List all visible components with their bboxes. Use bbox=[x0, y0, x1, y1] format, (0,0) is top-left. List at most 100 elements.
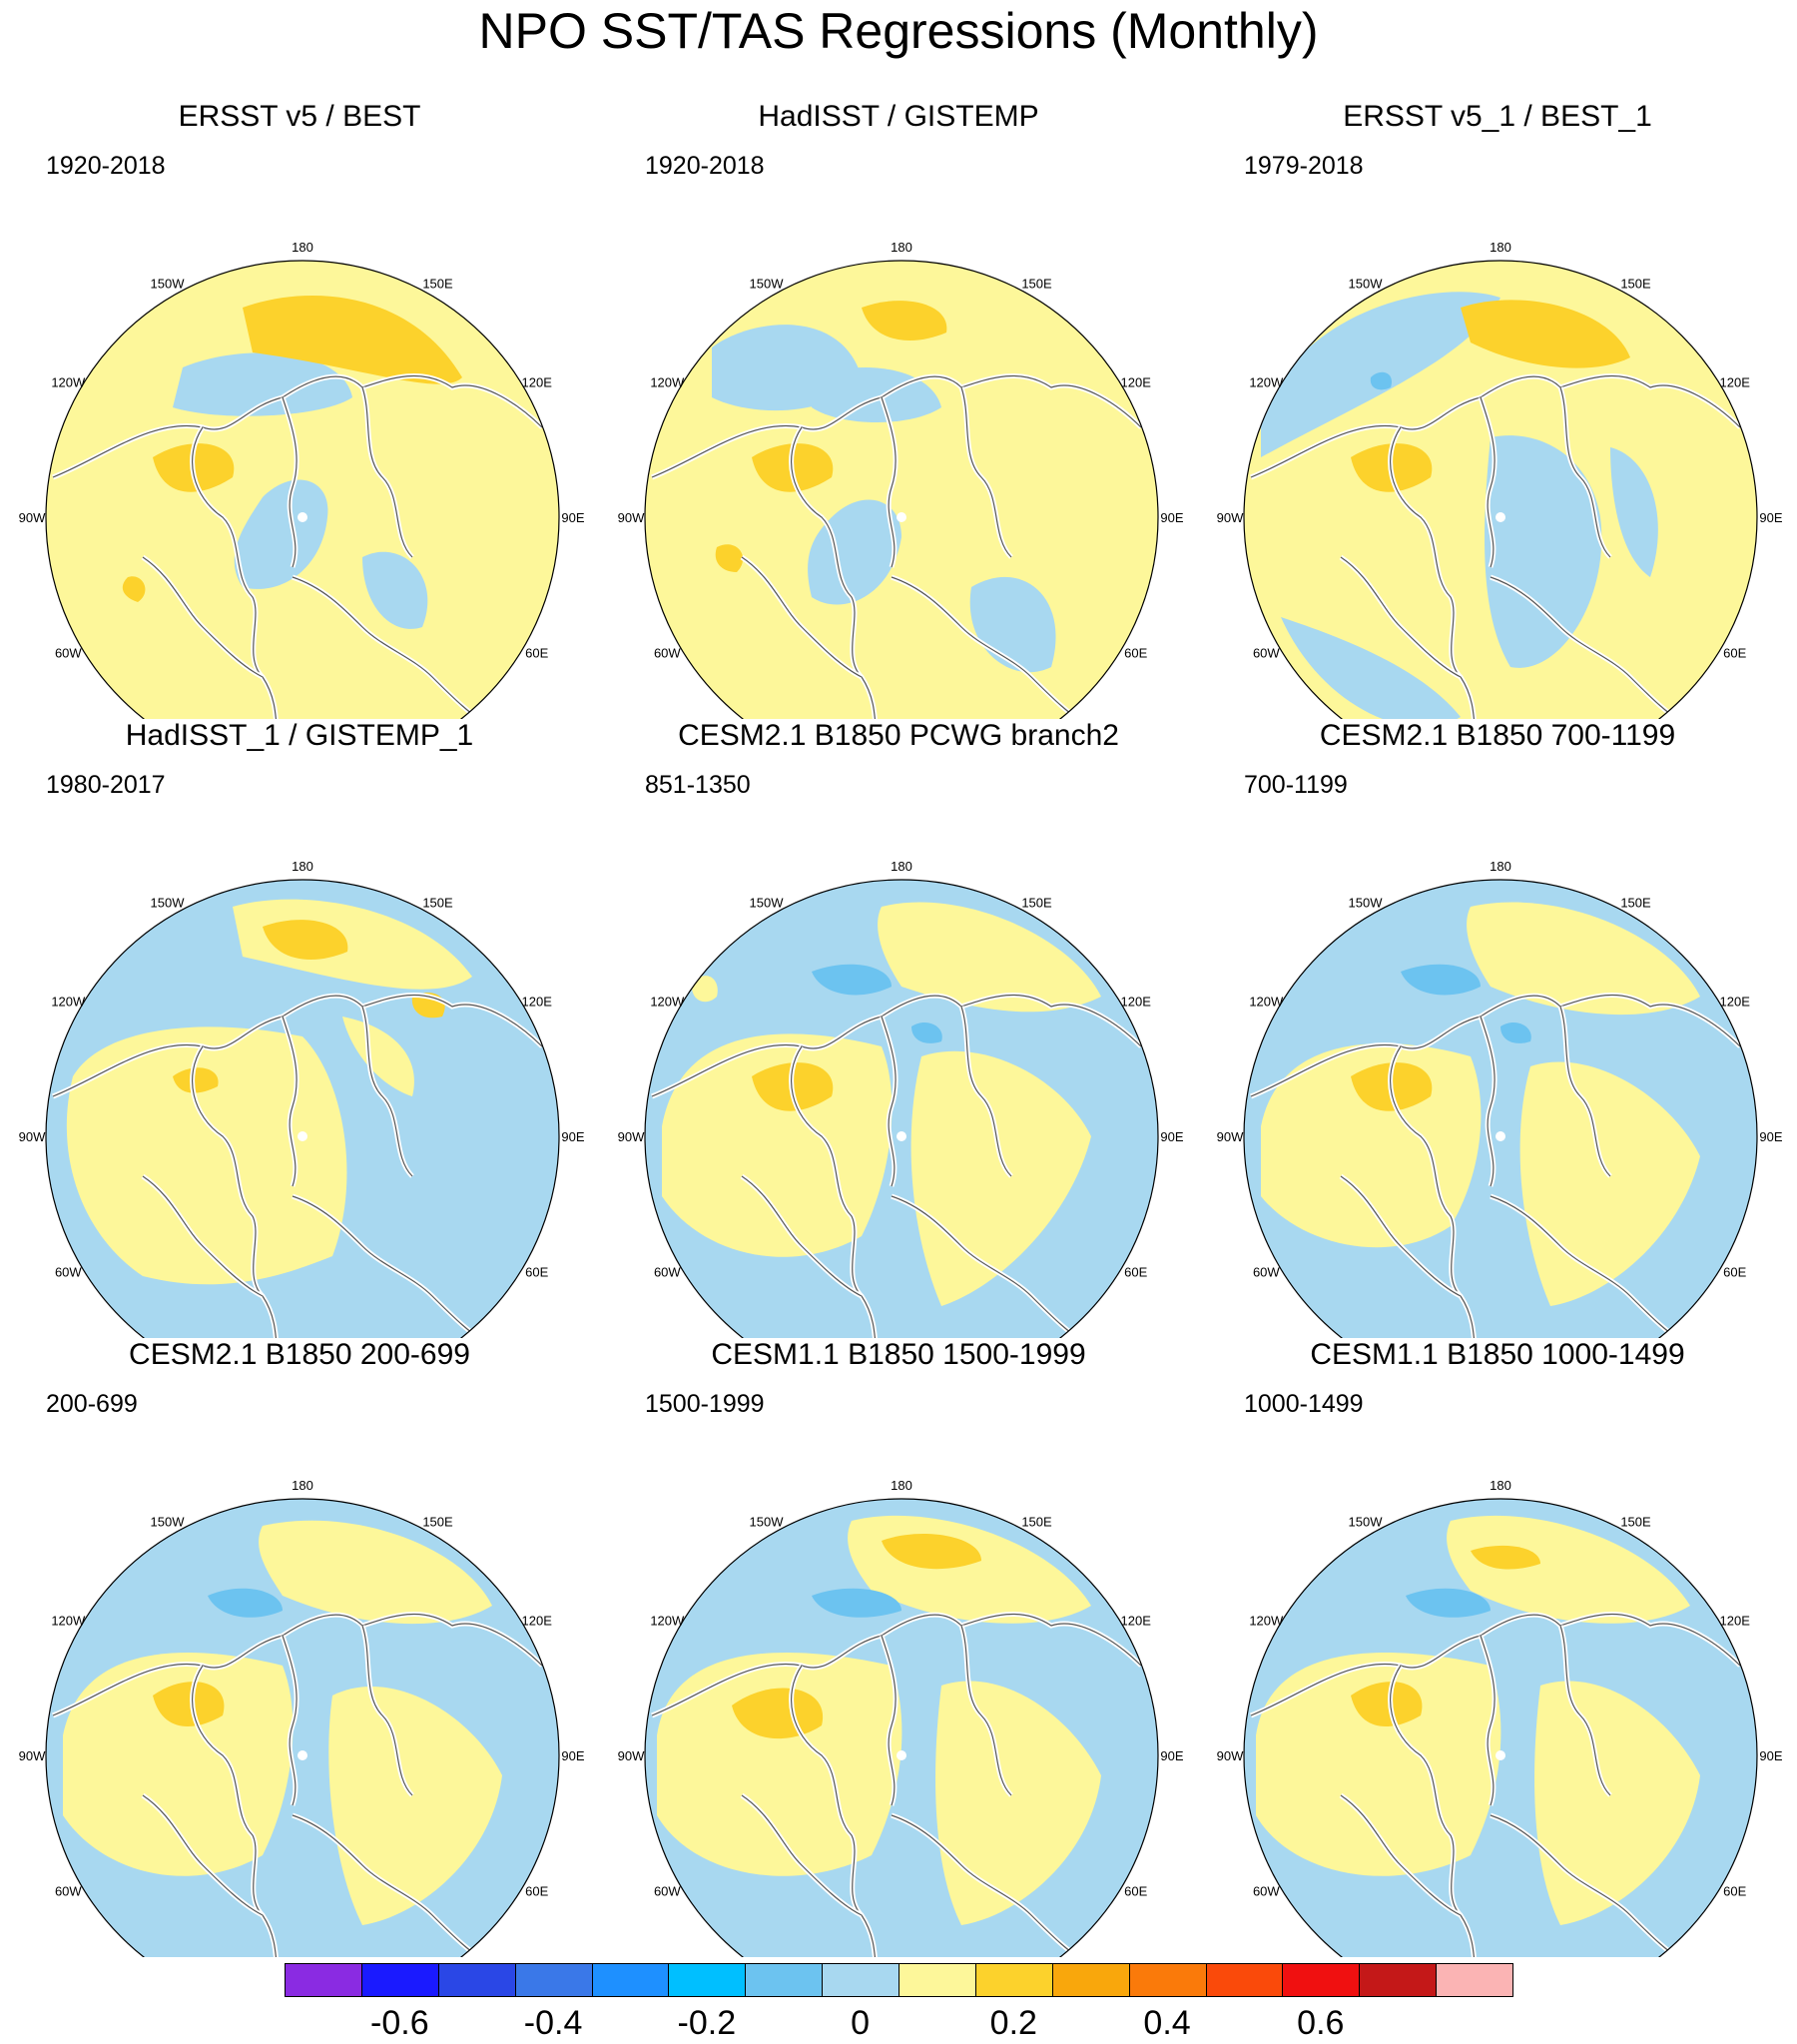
map-panel: 180150E120E90E60E30E030W60W90W120W150WCE… bbox=[1198, 719, 1797, 1338]
regression-contour-region bbox=[1461, 300, 1630, 368]
map-boundary bbox=[1243, 1498, 1758, 1957]
longitude-label: 90E bbox=[1160, 1129, 1183, 1144]
coastline bbox=[960, 1625, 1012, 1796]
regression-contour-region bbox=[1485, 435, 1602, 668]
longitude-label: 60E bbox=[1723, 1265, 1746, 1280]
longitude-label: 90E bbox=[1160, 510, 1183, 525]
coastline bbox=[881, 396, 897, 568]
longitude-label: 150W bbox=[750, 895, 785, 910]
panel-title: CESM2.1 B1850 PCWG branch2 bbox=[678, 719, 1119, 752]
panel-period: 1980-2017 bbox=[46, 771, 166, 799]
coastline bbox=[142, 1794, 264, 1916]
map-panel: 180150E120E90E60E30E030W60W90W120W150WCE… bbox=[599, 719, 1198, 1338]
longitude-label: 120W bbox=[1249, 1614, 1284, 1629]
regression-contour-region bbox=[657, 1652, 902, 1876]
regression-contour-region bbox=[1519, 1061, 1700, 1306]
longitude-label: 90W bbox=[618, 1748, 645, 1763]
longitude-label: 120E bbox=[1121, 1614, 1152, 1629]
coastline bbox=[1340, 1175, 1462, 1297]
map-boundary bbox=[644, 1498, 1159, 1957]
coastline bbox=[1480, 1016, 1496, 1187]
panel-period: 1500-1999 bbox=[645, 1390, 765, 1418]
map-boundary bbox=[644, 260, 1159, 719]
polar-map: 180150E120E90E60E30E030W60W90W120W150W bbox=[1217, 859, 1783, 1338]
coastline bbox=[881, 1635, 897, 1806]
longitude-label: 180 bbox=[891, 240, 912, 255]
regression-contour-region bbox=[662, 1033, 893, 1257]
map-boundary bbox=[644, 879, 1159, 1338]
colorbar-swatch bbox=[1436, 1963, 1513, 1997]
regression-contour-region bbox=[911, 1022, 942, 1043]
coastline bbox=[1480, 396, 1496, 568]
regression-contour-region bbox=[1447, 1515, 1690, 1624]
regression-contour-region bbox=[208, 1588, 283, 1618]
longitude-label: 60E bbox=[1124, 1265, 1147, 1280]
longitude-label: 120E bbox=[522, 375, 553, 390]
coastline bbox=[1250, 994, 1741, 1097]
longitude-label: 120E bbox=[522, 1614, 553, 1629]
longitude-label: 60W bbox=[55, 1884, 82, 1899]
longitude-label: 60E bbox=[1124, 1884, 1147, 1899]
colorbar-label: -0.4 bbox=[523, 2004, 583, 2042]
coastline bbox=[52, 1613, 543, 1716]
polar-map: 180150E120E90E60E30E030W60W90W120W150W bbox=[618, 240, 1184, 719]
regression-contour-region bbox=[808, 499, 901, 605]
colorbar-label: 0.2 bbox=[989, 2004, 1037, 2042]
regression-contour-region bbox=[812, 964, 892, 996]
colorbar-swatch bbox=[514, 1963, 593, 1997]
longitude-label: 150W bbox=[151, 895, 186, 910]
longitude-label: 180 bbox=[1490, 240, 1511, 255]
coastline bbox=[1490, 1814, 1691, 1957]
longitude-label: 120E bbox=[1720, 375, 1751, 390]
coastline bbox=[791, 1665, 883, 1957]
coastline bbox=[142, 1175, 264, 1297]
colorbar-swatch bbox=[285, 1963, 362, 1997]
regression-contour-region bbox=[692, 976, 718, 1003]
longitude-label: 60W bbox=[654, 1884, 681, 1899]
colorbar-swatch bbox=[360, 1963, 439, 1997]
longitude-label: 60W bbox=[55, 646, 82, 661]
longitude-label: 150E bbox=[1021, 895, 1052, 910]
longitude-label: 120W bbox=[1249, 375, 1284, 390]
longitude-label: 180 bbox=[292, 859, 313, 874]
coastline bbox=[1250, 1613, 1741, 1716]
coastline bbox=[791, 1045, 883, 1338]
longitude-label: 60E bbox=[525, 1884, 548, 1899]
longitude-label: 120W bbox=[1249, 995, 1284, 1010]
longitude-label: 180 bbox=[1490, 1478, 1511, 1493]
regression-contour-region bbox=[66, 1026, 347, 1285]
colorbar-swatch bbox=[1282, 1963, 1361, 1997]
coastline bbox=[960, 386, 1012, 558]
coastline bbox=[1559, 1006, 1611, 1177]
map-boundary bbox=[45, 1498, 560, 1957]
panel-title: CESM1.1 B1850 1000-1499 bbox=[1310, 1338, 1685, 1371]
polar-map: 180150E120E90E60E30E030W60W90W120W150W bbox=[19, 1478, 585, 1957]
panel-title: HadISST_1 / GISTEMP_1 bbox=[125, 719, 474, 752]
panel-title: ERSST v5_1 / BEST_1 bbox=[1343, 100, 1652, 133]
longitude-label: 90W bbox=[19, 1748, 46, 1763]
regression-contour-region bbox=[935, 1681, 1101, 1925]
coastline bbox=[192, 426, 284, 719]
figure-title: NPO SST/TAS Regressions (Monthly) bbox=[478, 3, 1319, 59]
colorbar-label: -0.6 bbox=[370, 2004, 429, 2042]
map-boundary bbox=[1243, 260, 1758, 719]
longitude-label: 90W bbox=[1217, 1129, 1244, 1144]
regression-contour-region bbox=[122, 576, 146, 602]
panel-period: 200-699 bbox=[46, 1390, 138, 1418]
coastline bbox=[1390, 1665, 1482, 1957]
longitude-label: 150W bbox=[1349, 895, 1384, 910]
coastline bbox=[361, 1625, 413, 1796]
panel-title: CESM2.1 B1850 200-699 bbox=[129, 1338, 470, 1371]
panel-title: CESM2.1 B1850 700-1199 bbox=[1319, 719, 1676, 752]
coastline bbox=[1480, 1635, 1496, 1806]
longitude-label: 150W bbox=[1349, 1514, 1384, 1529]
map-panel: 180150E120E90E60E30E030W60W90W120W150WCE… bbox=[599, 1338, 1198, 1957]
longitude-label: 180 bbox=[292, 240, 313, 255]
coastline bbox=[891, 1195, 1092, 1338]
regression-contour-region bbox=[1471, 1545, 1540, 1570]
coastline bbox=[741, 1794, 863, 1916]
regression-contour-region bbox=[328, 1687, 502, 1925]
regression-contour-region bbox=[715, 544, 744, 572]
longitude-label: 60E bbox=[525, 646, 548, 661]
map-panel: 180150E120E90E60E30E030W60W90W120W150WCE… bbox=[1198, 1338, 1797, 1957]
